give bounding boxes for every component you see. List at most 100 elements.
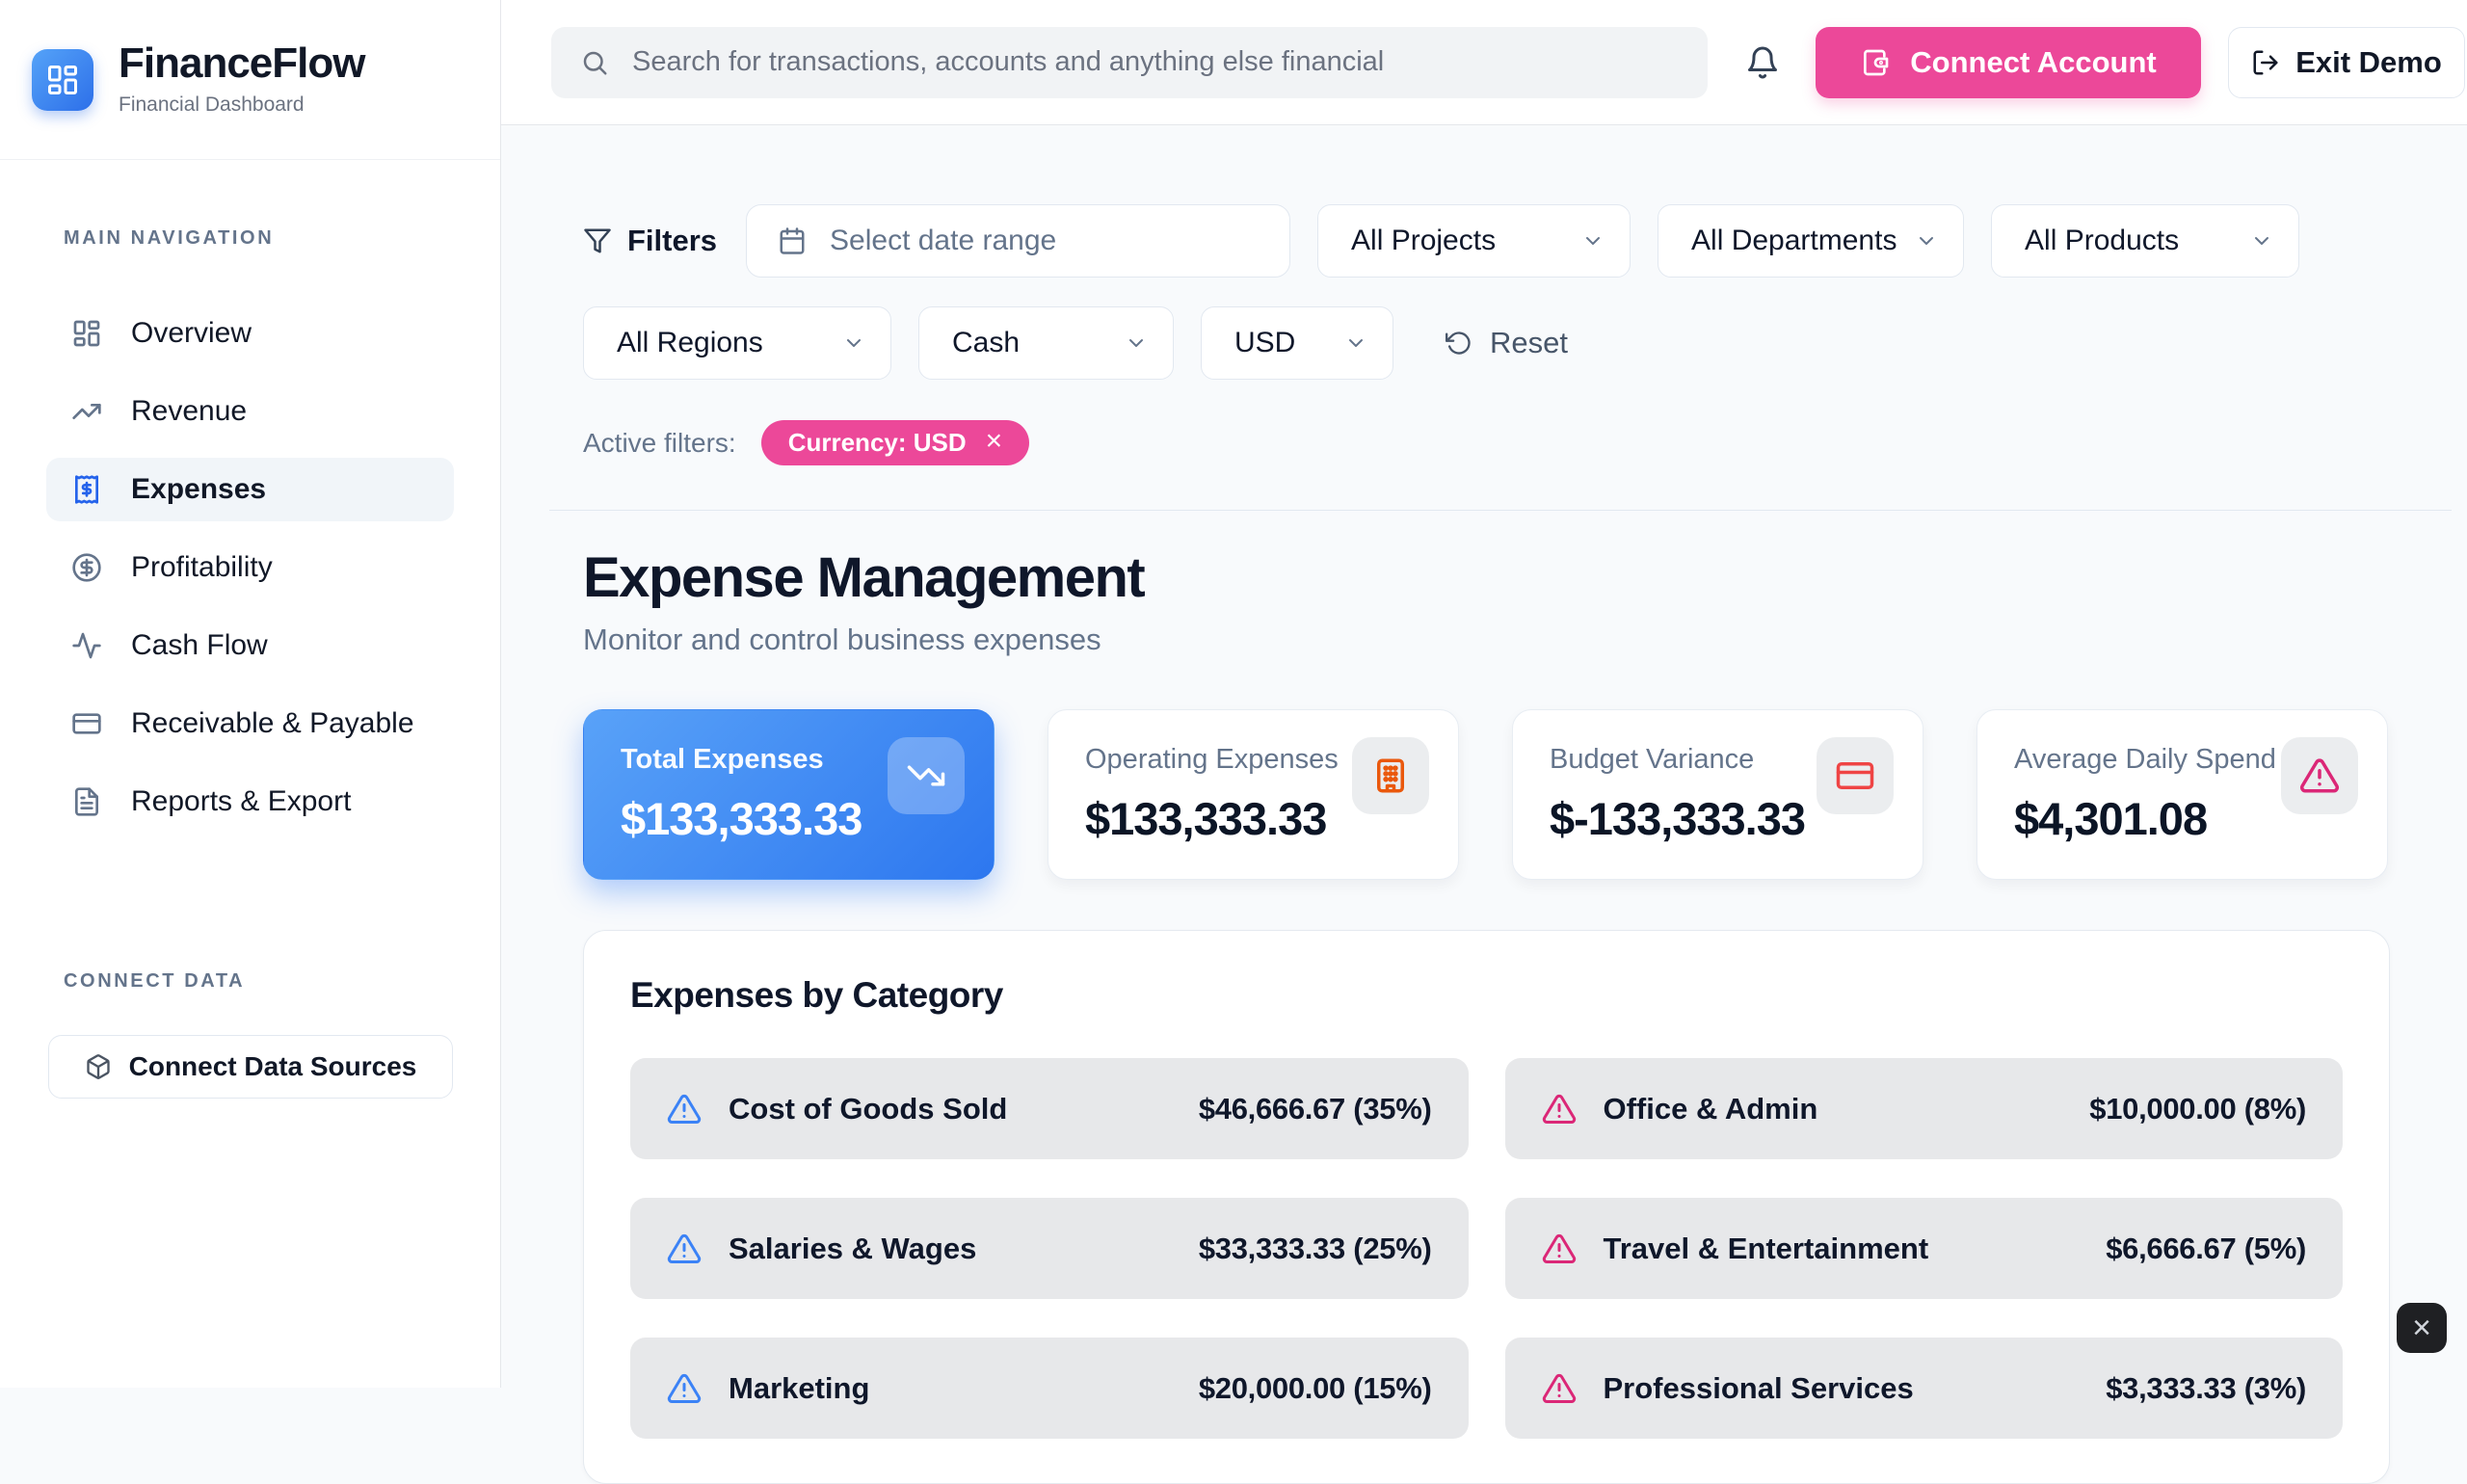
payment-method-filter-dropdown[interactable]: Cash xyxy=(918,306,1174,380)
page-title: Expense Management xyxy=(583,546,1146,609)
currency-filter-dropdown[interactable]: USD xyxy=(1201,306,1393,380)
active-filter-chip-currency[interactable]: Currency: USD × xyxy=(760,420,1030,465)
active-filter-chip-label: Currency: USD xyxy=(787,428,967,457)
connect-data-sources-button[interactable]: Connect Data Sources xyxy=(48,1035,453,1099)
calendar-icon xyxy=(780,227,805,254)
filters-row-2: All Regions Cash USD Reset xyxy=(583,306,2390,380)
date-range-picker[interactable]: Select date range xyxy=(746,204,1291,278)
category-value: $20,000.00 (15%) xyxy=(1198,1370,1432,1405)
alert-triangle-icon xyxy=(667,1094,702,1124)
chevron-down-icon xyxy=(1920,237,1934,245)
regions-filter-dropdown[interactable]: All Regions xyxy=(583,306,891,380)
payment-method-filter-value: Cash xyxy=(952,327,1021,358)
filters-title-label: Filters xyxy=(627,224,718,257)
sidebar-item-label: Profitability xyxy=(131,551,273,583)
notifications-button[interactable] xyxy=(1733,33,1792,93)
sidebar-item-overview[interactable]: Overview xyxy=(46,302,454,365)
connect-account-label: Connect Account xyxy=(1910,44,2157,79)
departments-filter-value: All Departments xyxy=(1691,225,1897,256)
exit-demo-button[interactable]: Exit Demo xyxy=(2228,26,2465,98)
alert-triangle-icon xyxy=(667,1233,702,1263)
search-input[interactable] xyxy=(630,45,1679,79)
sidebar-item-revenue[interactable]: Revenue xyxy=(46,380,454,443)
projects-filter-dropdown[interactable]: All Projects xyxy=(1317,204,1631,278)
filters-row-1: Filters Select date range All Projects A… xyxy=(583,204,2390,278)
nav-section-heading: MAIN NAVIGATION xyxy=(64,227,275,249)
bell-icon xyxy=(1748,46,1777,78)
sidebar-item-label: Expenses xyxy=(131,473,267,505)
close-button[interactable]: × xyxy=(2397,1303,2447,1353)
active-filters-row: Active filters: Currency: USD × xyxy=(583,420,2390,465)
credit-card-icon xyxy=(1817,737,1894,814)
card-value: $-133,333.33 xyxy=(1550,793,1806,844)
brand: FinanceFlow Financial Dashboard xyxy=(0,0,500,160)
reset-filters-label: Reset xyxy=(1490,326,1568,359)
sidebar-item-label: Revenue xyxy=(131,395,248,427)
category-name: Marketing xyxy=(729,1370,870,1405)
category-row-salaries-wages: Salaries & Wages $33,333.33 (25%) xyxy=(630,1198,1469,1299)
sidebar-item-reports-export[interactable]: Reports & Export xyxy=(46,770,454,834)
file-text-icon xyxy=(75,787,98,816)
alert-triangle-icon xyxy=(2281,737,2358,814)
panel-title: Expenses by Category xyxy=(630,975,1003,1015)
alert-triangle-icon xyxy=(1542,1373,1576,1403)
trending-up-icon xyxy=(72,404,101,419)
projects-filter-value: All Projects xyxy=(1351,225,1497,256)
card-label: Average Daily Spend xyxy=(2014,744,2276,775)
search-icon xyxy=(583,51,607,74)
chevron-down-icon xyxy=(1349,339,1363,347)
card-value: $133,333.33 xyxy=(1085,793,1327,844)
regions-filter-value: All Regions xyxy=(617,327,763,358)
category-grid: Cost of Goods Sold $46,666.67 (35%) Offi… xyxy=(630,1058,2343,1439)
wallet-icon xyxy=(1864,49,1889,75)
app-logo-icon xyxy=(32,48,93,111)
summary-card-budget-variance[interactable]: Budget Variance $-133,333.33 xyxy=(1512,709,1923,880)
circle-dollar-icon xyxy=(72,553,101,582)
credit-card-icon xyxy=(72,713,101,734)
funnel-icon xyxy=(584,228,611,253)
category-row-travel-entertainment: Travel & Entertainment $6,666.67 (5%) xyxy=(1504,1198,2343,1299)
remove-filter-icon[interactable]: × xyxy=(985,425,1003,457)
category-name: Office & Admin xyxy=(1603,1091,1818,1126)
category-value: $46,666.67 (35%) xyxy=(1198,1091,1432,1126)
summary-card-average-daily-spend[interactable]: Average Daily Spend $4,301.08 xyxy=(1976,709,2388,880)
rotate-ccw-icon xyxy=(1446,331,1471,355)
app-subtitle: Financial Dashboard xyxy=(119,93,305,116)
reset-filters-button[interactable]: Reset xyxy=(1446,326,1568,360)
expenses-by-category-panel: Expenses by Category Cost of Goods Sold … xyxy=(583,930,2390,1484)
category-name: Travel & Entertainment xyxy=(1603,1231,1929,1265)
alert-triangle-icon xyxy=(1542,1233,1576,1263)
category-row-cost-of-goods-sold: Cost of Goods Sold $46,666.67 (35%) xyxy=(630,1058,1469,1159)
alert-triangle-icon xyxy=(667,1373,702,1403)
app-title: FinanceFlow xyxy=(119,40,365,87)
category-value: $6,666.67 (5%) xyxy=(2106,1231,2306,1265)
category-row-marketing: Marketing $20,000.00 (15%) xyxy=(630,1338,1469,1439)
topbar: Connect Account Exit Demo xyxy=(501,0,2467,125)
chevron-down-icon xyxy=(1129,339,1143,347)
connect-account-button[interactable]: Connect Account xyxy=(1816,26,2201,98)
sidebar-item-label: Receivable & Payable xyxy=(131,707,414,739)
filters-title: Filters xyxy=(583,224,717,258)
sidebar-item-profitability[interactable]: Profitability xyxy=(46,536,454,599)
summary-card-total-expenses[interactable]: Total Expenses $133,333.33 xyxy=(583,709,995,880)
brand-text: FinanceFlow Financial Dashboard xyxy=(119,40,365,117)
category-value: $33,333.33 (25%) xyxy=(1198,1231,1432,1265)
cube-icon xyxy=(86,1054,110,1079)
dashboard-icon xyxy=(73,320,100,347)
sidebar-item-label: Overview xyxy=(131,317,252,349)
summary-card-operating-expenses[interactable]: Operating Expenses $133,333.33 xyxy=(1048,709,1459,880)
currency-filter-value: USD xyxy=(1234,327,1296,358)
sidebar-item-cash-flow[interactable]: Cash Flow xyxy=(46,614,454,677)
sidebar-item-label: Reports & Export xyxy=(131,785,352,817)
main-content: Filters Select date range All Projects A… xyxy=(501,125,2467,1484)
sidebar-item-expenses[interactable]: Expenses xyxy=(46,458,454,521)
sidebar-item-receivable-payable[interactable]: Receivable & Payable xyxy=(46,692,454,755)
search-bar[interactable] xyxy=(551,26,1708,98)
exit-demo-label: Exit Demo xyxy=(2295,44,2442,79)
sidebar: FinanceFlow Financial Dashboard MAIN NAV… xyxy=(0,0,501,1388)
category-row-professional-services: Professional Services $3,333.33 (3%) xyxy=(1504,1338,2343,1439)
departments-filter-dropdown[interactable]: All Departments xyxy=(1658,204,1965,278)
products-filter-dropdown[interactable]: All Products xyxy=(1991,204,2300,278)
section-divider xyxy=(549,510,2452,511)
chevron-down-icon xyxy=(1586,237,1601,245)
